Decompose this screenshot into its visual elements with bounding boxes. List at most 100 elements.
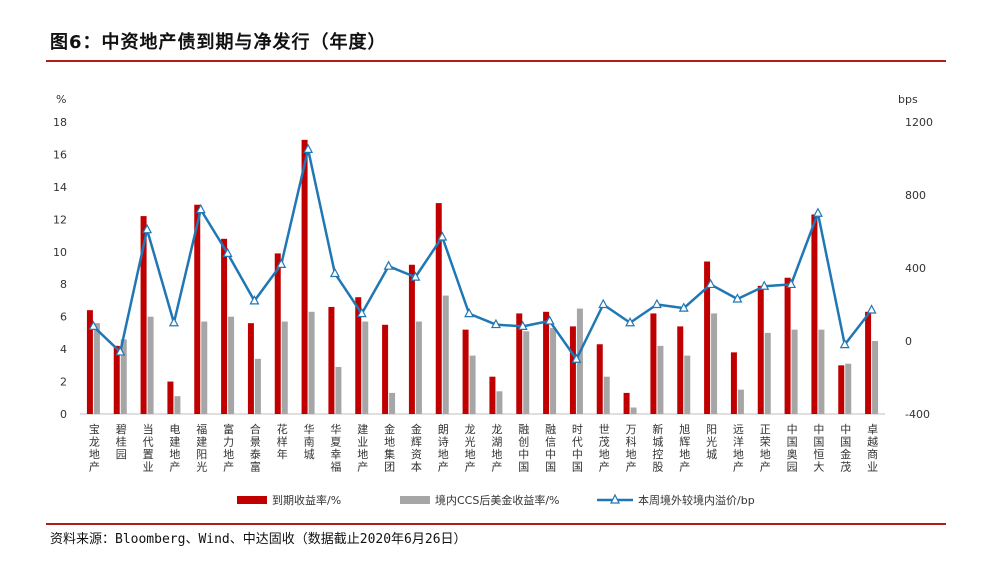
line-marker bbox=[866, 304, 877, 314]
line-marker bbox=[410, 271, 421, 281]
bar-ccs-yield bbox=[630, 407, 637, 414]
line-marker bbox=[678, 302, 689, 312]
bar-ytm bbox=[355, 297, 362, 414]
x-category-label: 花样年 bbox=[277, 423, 288, 461]
line-marker bbox=[598, 298, 609, 309]
line-marker bbox=[168, 316, 179, 327]
bar-ytm bbox=[274, 253, 281, 414]
x-category-label: 金地集团 bbox=[384, 422, 395, 474]
bar-ccs-yield bbox=[442, 295, 449, 414]
line-marker bbox=[329, 267, 340, 278]
y-right-unit: bps bbox=[898, 93, 918, 106]
bar-ytm bbox=[623, 392, 630, 414]
y-left-tick-label: 14 bbox=[53, 181, 67, 194]
line-marker bbox=[571, 353, 582, 363]
x-category-label: 阳光城 bbox=[706, 423, 717, 461]
bar-ytm bbox=[543, 311, 550, 414]
x-category-label: 当代置业 bbox=[143, 422, 154, 474]
x-category-label: 电建地产 bbox=[169, 423, 180, 474]
x-category-label: 新城控股 bbox=[652, 422, 663, 474]
line-marker bbox=[303, 143, 314, 153]
line-marker bbox=[276, 258, 287, 268]
chart-title: 图6：中资地产债到期与净发行（年度） bbox=[50, 32, 387, 53]
y-right-tick-label: 800 bbox=[905, 189, 926, 202]
line-marker bbox=[517, 320, 528, 330]
bar-ccs-yield bbox=[228, 316, 235, 414]
x-category-label: 华南城 bbox=[304, 422, 315, 461]
bar-ccs-yield bbox=[603, 376, 610, 414]
x-category-label: 万科地产 bbox=[626, 423, 637, 474]
bar-ytm bbox=[435, 203, 442, 414]
line-marker bbox=[544, 315, 555, 325]
title-divider bbox=[46, 60, 946, 62]
line-marker bbox=[490, 318, 501, 329]
x-category-label: 福建阳光 bbox=[196, 422, 207, 474]
footer-divider bbox=[46, 523, 946, 525]
bar-ytm bbox=[650, 313, 657, 414]
bar-ccs-yield bbox=[684, 355, 691, 414]
bar-ytm bbox=[167, 381, 174, 414]
bar-ytm bbox=[140, 216, 147, 414]
line-marker bbox=[115, 346, 126, 356]
bar-ytm bbox=[247, 323, 254, 414]
legend-label-ccs: 境内CCS后美金收益率/% bbox=[435, 493, 560, 507]
y-right-tick-label: 0 bbox=[905, 335, 912, 348]
x-category-label: 中国恒大 bbox=[813, 423, 824, 474]
x-category-label: 华夏幸福 bbox=[330, 422, 341, 474]
bar-ccs-yield bbox=[254, 358, 261, 414]
x-category-label: 融创中国 bbox=[518, 423, 529, 474]
x-category-label: 世茂地产 bbox=[599, 423, 610, 474]
bar-ytm bbox=[569, 326, 576, 414]
bar-ccs-yield bbox=[335, 366, 342, 414]
x-category-label: 时代中国 bbox=[572, 423, 583, 474]
y-left-tick-label: 16 bbox=[53, 148, 67, 161]
bar-ccs-yield bbox=[308, 311, 315, 414]
bar-ytm bbox=[113, 345, 120, 414]
legend-swatch-ccs bbox=[400, 496, 430, 504]
line-marker bbox=[437, 231, 448, 241]
bar-ytm bbox=[784, 277, 791, 414]
y-left-tick-label: 0 bbox=[60, 408, 67, 421]
bar-ccs-yield bbox=[711, 313, 718, 414]
x-category-label: 中国奥园 bbox=[787, 423, 798, 474]
bar-ytm bbox=[221, 238, 228, 414]
bar-ccs-yield bbox=[523, 331, 530, 414]
line-marker bbox=[356, 307, 367, 318]
bar-ccs-yield bbox=[764, 332, 771, 414]
line-marker bbox=[88, 320, 99, 330]
bar-ytm bbox=[838, 365, 845, 414]
bar-ytm bbox=[757, 285, 764, 414]
x-category-label: 合景泰富 bbox=[250, 422, 261, 474]
x-category-label: 龙湖地产 bbox=[491, 423, 502, 474]
y-right-tick-label: 1200 bbox=[905, 116, 933, 129]
legend-label-spread: 本周境外较境内溢价/bp bbox=[638, 493, 755, 507]
x-category-label: 龙光地产 bbox=[465, 423, 476, 474]
line-marker bbox=[625, 316, 636, 327]
bar-ccs-yield bbox=[657, 345, 664, 414]
bar-ccs-yield bbox=[791, 329, 798, 414]
x-category-label: 金辉资本 bbox=[411, 422, 422, 474]
bar-ccs-yield bbox=[415, 321, 422, 414]
line-marker bbox=[464, 307, 475, 318]
bar-ccs-yield bbox=[201, 321, 208, 414]
y-right-tick-label: 400 bbox=[905, 262, 926, 275]
y-right-tick-label: -400 bbox=[905, 408, 930, 421]
line-marker bbox=[732, 293, 743, 303]
bar-ytm bbox=[301, 139, 308, 414]
x-category-label: 卓越商业 bbox=[867, 423, 878, 474]
legend-label-ytm: 到期收益率/% bbox=[272, 493, 341, 507]
line-marker bbox=[705, 278, 716, 289]
y-left-tick-label: 12 bbox=[53, 213, 67, 226]
x-category-label: 中国金茂 bbox=[840, 423, 851, 474]
bar-ytm bbox=[328, 306, 335, 414]
line-spread bbox=[92, 148, 873, 361]
bar-ytm bbox=[677, 326, 684, 414]
bar-ytm bbox=[865, 311, 872, 414]
x-category-label: 远洋地产 bbox=[733, 423, 744, 474]
y-left-unit: % bbox=[56, 93, 66, 106]
bar-ccs-yield bbox=[737, 389, 744, 414]
x-category-label: 旭辉地产 bbox=[679, 422, 690, 474]
bar-ccs-yield bbox=[845, 363, 852, 414]
bar-ytm bbox=[462, 329, 469, 414]
